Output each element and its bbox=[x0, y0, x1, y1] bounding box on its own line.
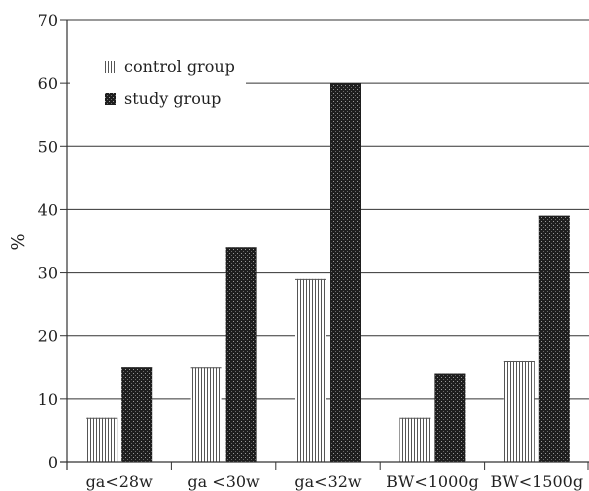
bar-fill bbox=[121, 367, 153, 462]
x-category-label: BW<1000g bbox=[386, 472, 479, 491]
y-tick-label: 30 bbox=[38, 264, 58, 283]
legend-swatch-study bbox=[105, 93, 116, 105]
bar-fill bbox=[86, 417, 118, 462]
bar-fill bbox=[225, 247, 257, 462]
bar-study bbox=[225, 247, 257, 462]
axes bbox=[60, 19, 589, 470]
x-category-label: ga<28w bbox=[86, 472, 154, 491]
y-axis-label: % bbox=[8, 233, 29, 250]
y-tick-label: 10 bbox=[38, 390, 58, 409]
bar-study bbox=[330, 83, 361, 463]
legend-swatch-control bbox=[105, 61, 116, 73]
legend: control group study group bbox=[70, 42, 246, 122]
bar-control bbox=[190, 367, 222, 462]
x-category-label: BW<1500g bbox=[491, 472, 584, 491]
bar-study bbox=[538, 215, 570, 462]
bar-fill bbox=[399, 417, 431, 462]
bar-fill bbox=[295, 278, 326, 462]
x-category-labels: ga<28w ga <30w ga<32w BW<1000g BW<1500g bbox=[86, 472, 584, 491]
bar-fill bbox=[538, 215, 570, 462]
bars bbox=[86, 83, 570, 463]
y-tick-label: 50 bbox=[38, 137, 58, 156]
y-tick-label: 40 bbox=[38, 200, 58, 219]
y-tick-label: 70 bbox=[38, 11, 58, 30]
legend-label-control: control group bbox=[124, 57, 235, 76]
x-category-label: ga <30w bbox=[187, 472, 260, 491]
y-tick-labels: 0 10 20 30 40 50 60 70 bbox=[38, 11, 58, 472]
bar-fill bbox=[434, 373, 466, 462]
bar-control bbox=[503, 360, 535, 462]
bar-fill bbox=[190, 367, 222, 462]
legend-background bbox=[70, 42, 246, 122]
bar-fill bbox=[330, 83, 361, 463]
x-category-label: ga<32w bbox=[294, 472, 362, 491]
bar-control bbox=[295, 278, 326, 462]
bar-control bbox=[399, 417, 431, 462]
bar-fill bbox=[503, 360, 535, 462]
legend-label-study: study group bbox=[124, 89, 221, 108]
bar-control bbox=[86, 417, 118, 462]
y-tick-label: 60 bbox=[38, 74, 58, 93]
y-tick-label: 20 bbox=[38, 327, 58, 346]
y-tick-label: 0 bbox=[48, 453, 58, 472]
bar-study bbox=[434, 373, 466, 462]
bar-study bbox=[121, 367, 153, 462]
